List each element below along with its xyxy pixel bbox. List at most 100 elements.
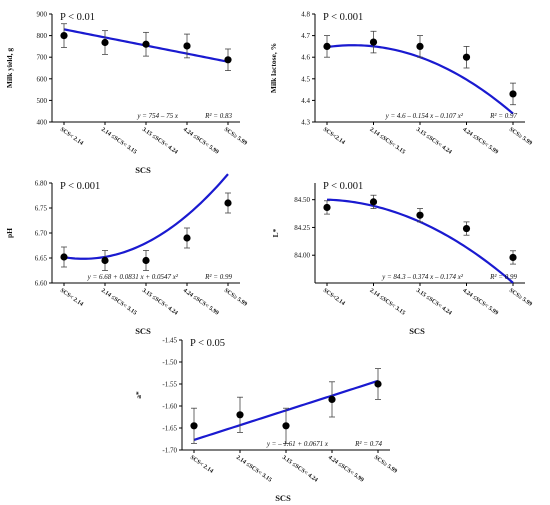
x-tick-label: 2.14 ≤SCS< 3.15 — [235, 455, 273, 484]
x-tick-label: 2.14 ≤SCS< 3.15 — [368, 127, 406, 156]
x-tick-label: 3.15 ≤SCS< 4.24 — [141, 127, 179, 156]
x-tick-label: 3.15 ≤SCS< 4.24 — [415, 288, 453, 317]
data-point — [183, 42, 191, 50]
y-axis-label: L* — [271, 228, 280, 237]
fit-line — [63, 173, 229, 260]
data-point — [142, 40, 150, 48]
x-tick-label: 2.14 ≤SCS< 3.15 — [100, 127, 138, 156]
data-point — [224, 56, 232, 64]
y-axis-label: Milk yield, g — [5, 48, 14, 88]
data-point — [374, 380, 382, 388]
data-point — [60, 253, 68, 261]
x-tick-label: 2.14 ≤SCS< 3.15 — [368, 288, 406, 317]
x-axis-label: SCS — [409, 326, 425, 336]
chart-panel-4: 84.00 84.25 84.50 L* SCS<2.14 2.14 ≤SCS< 3.15… — [271, 181, 533, 336]
x-tick-label: 2.14 ≤SCS< 3.15 — [100, 288, 138, 317]
data-point — [224, 199, 232, 207]
r-squared: R² = 0.97 — [489, 112, 517, 120]
x-tick-label: 3.15 ≤SCS< 4.24 — [281, 455, 319, 484]
data-point — [282, 422, 290, 430]
chart-panel-1: 400 500 600 700 800 900 Milk yield, g SCS< 2.14… — [5, 11, 248, 176]
y-tick-label: 84.50 — [294, 196, 310, 204]
chart-panel-3: 6.60 6.65 6.70 6.75 6.80 pH SCS< 2.14 2.14 ≤SCS… — [5, 173, 248, 336]
x-tick-label: SCS<2.14 — [322, 288, 346, 307]
y-tick-label: -1.55 — [162, 381, 177, 389]
data-point — [369, 38, 378, 46]
y-tick-label: 500 — [37, 97, 48, 105]
y-tick-label: 4.4 — [301, 97, 310, 105]
data-point — [328, 395, 336, 403]
x-tick-label: 4.24 ≤SCS< 5.99 — [182, 127, 220, 156]
y-tick-label: -1.65 — [162, 425, 177, 433]
y-axis-label: Milk lactose, % — [269, 43, 278, 93]
y-tick-label: -1.60 — [162, 403, 177, 411]
y-tick-label: 84.00 — [294, 252, 310, 260]
data-point — [323, 42, 331, 51]
y-tick-label: -1.45 — [162, 337, 177, 345]
data-point — [101, 38, 109, 47]
y-tick-label: 6.60 — [35, 280, 48, 288]
x-tick-label: 4.24 ≤SCS< 5.99 — [327, 455, 365, 484]
fit-equation: y = 6.68 + 0.0831 x + 0.0547 x² — [87, 273, 179, 281]
y-tick-label: 6.65 — [35, 255, 48, 263]
y-tick-label: 700 — [37, 54, 48, 62]
x-tick-label: SCS≥ 5.99 — [508, 127, 533, 147]
y-tick-label: 4.8 — [301, 11, 310, 19]
data-point — [323, 203, 331, 212]
x-axis-label: SCS — [135, 165, 151, 175]
p-value-label: P < 0.001 — [323, 12, 363, 23]
x-axis-label: SCS — [275, 493, 291, 503]
y-tick-label: 400 — [37, 119, 48, 127]
x-tick-label: SCS< 2.14 — [59, 288, 84, 308]
x-tick-label: SCS≥ 5.99 — [223, 127, 248, 147]
fit-equation: y = 84.3 – 0.374 x – 0.174 x² — [381, 273, 464, 281]
p-value-label: P < 0.001 — [323, 181, 363, 192]
data-point — [236, 411, 244, 419]
fit-equation: y = 4.6 – 0.154 x – 0.107 x² — [385, 112, 464, 120]
y-tick-label: 800 — [37, 32, 48, 40]
x-tick-label: 3.15 ≤SCS< 4.24 — [415, 127, 453, 156]
y-tick-label: 4.3 — [301, 119, 310, 127]
y-axis-label: pH — [5, 228, 14, 238]
data-point — [183, 234, 191, 242]
r-squared: R² = 0.99 — [489, 273, 517, 281]
chart-panel-2: 4.3 4.4 4.5 4.6 4.7 4.8 Milk lactose, % SCS<2.1… — [269, 11, 533, 156]
x-tick-label: SCS≥ 5.99 — [508, 288, 533, 308]
y-tick-label: 600 — [37, 75, 48, 83]
data-point — [462, 53, 471, 61]
y-tick-label: 6.75 — [35, 205, 48, 213]
data-point — [509, 253, 517, 262]
y-tick-label: 4.6 — [301, 54, 310, 62]
x-tick-label: SCS< 2.14 — [189, 455, 214, 475]
y-tick-label: 84.25 — [294, 224, 310, 232]
data-point — [416, 42, 424, 51]
x-tick-label: SCS<2.14 — [322, 127, 346, 146]
y-tick-label: 6.80 — [35, 180, 48, 188]
y-tick-label: 6.70 — [35, 230, 48, 238]
x-tick-label: 4.24 ≤SCS< 5.99 — [461, 127, 499, 156]
y-tick-label: 4.5 — [301, 75, 310, 83]
x-tick-label: SCS≥ 5.99 — [373, 455, 398, 475]
x-tick-label: 3.15 ≤SCS< 4.24 — [141, 288, 179, 317]
x-tick-label: 4.24 ≤SCS< 5.99 — [461, 288, 499, 317]
chart-panel-5: -1.70 -1.65 -1.60 -1.55 -1.50 -1.45 a* SCS< 2.1… — [134, 337, 398, 504]
fit-equation: y = – 1.61 + 0.0671 x — [266, 440, 329, 448]
p-value-label: P < 0.05 — [190, 338, 225, 349]
y-tick-label: -1.50 — [162, 359, 177, 367]
data-point — [462, 224, 471, 233]
data-point — [416, 211, 424, 219]
p-value-label: P < 0.01 — [60, 12, 95, 23]
data-point — [142, 256, 150, 265]
y-tick-label: 900 — [37, 11, 48, 19]
x-tick-label: SCS< 2.14 — [59, 127, 84, 147]
r-squared: R² = 0.99 — [204, 273, 232, 281]
y-tick-label: 4.7 — [301, 32, 310, 40]
r-squared: R² = 0.83 — [204, 112, 232, 120]
y-tick-label: -1.70 — [162, 447, 177, 455]
x-tick-label: 4.24 ≤SCS< 5.99 — [182, 288, 220, 317]
data-point — [509, 90, 517, 98]
x-axis-label: SCS — [135, 326, 151, 336]
data-point — [190, 422, 198, 430]
data-point — [101, 256, 109, 265]
